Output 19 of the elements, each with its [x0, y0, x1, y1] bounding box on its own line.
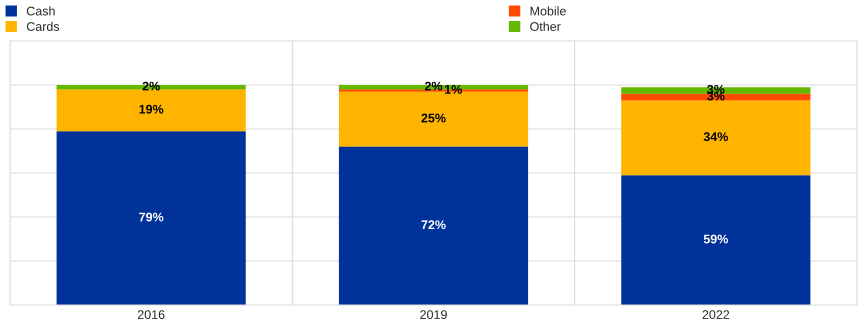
data-label: 72% [422, 220, 446, 230]
x-tick-label: 2022 [702, 310, 730, 320]
legend-label: Cash [26, 6, 55, 16]
data-label: 79% [139, 212, 164, 222]
bar [56, 131, 246, 305]
bar [56, 89, 246, 132]
legend-label: Cards [26, 22, 60, 31]
bar [621, 100, 810, 176]
data-label: 25% [421, 114, 446, 122]
legend-label: Other [530, 22, 561, 31]
x-tick-label: 2019 [420, 310, 447, 320]
bar [338, 146, 528, 305]
data-label: 59% [704, 234, 728, 244]
data-label: 19% [139, 104, 164, 114]
data-label: 34% [704, 132, 728, 142]
x-tick-label: 2016 [138, 310, 165, 320]
bar [621, 94, 810, 100]
bar [621, 175, 810, 305]
legend-label: Mobile [530, 6, 566, 16]
